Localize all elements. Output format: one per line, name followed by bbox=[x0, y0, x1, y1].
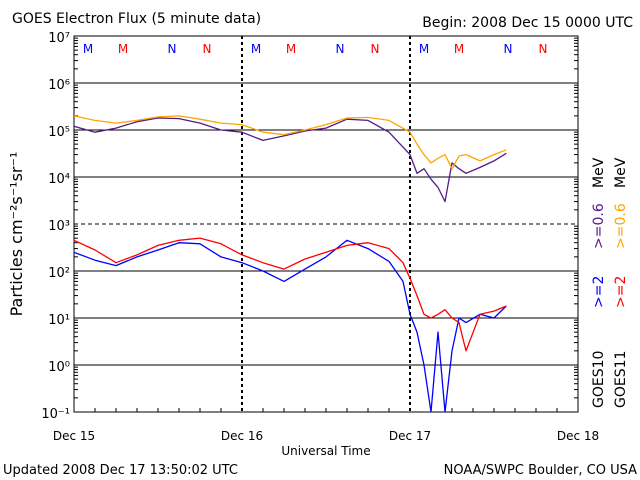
updated-time: Updated 2008 Dec 17 13:50:02 UTC bbox=[3, 463, 238, 478]
legend: GOES10 >=2 >=0.6 MeV GOES11 >=2 >=0.6 MeV bbox=[591, 157, 629, 408]
x-tick-label: Dec 15 bbox=[53, 429, 95, 443]
legend-entry-label: >=0.6 bbox=[613, 203, 629, 249]
series-line bbox=[73, 239, 507, 413]
x-tick-label: Dec 16 bbox=[221, 429, 263, 443]
chart-title: GOES Electron Flux (5 minute data) bbox=[12, 11, 261, 27]
time-marker: N bbox=[504, 42, 513, 56]
x-tick-label: Dec 17 bbox=[389, 429, 431, 443]
legend-entry-label: >=2 bbox=[591, 276, 607, 308]
y-tick-label: 10⁴ bbox=[48, 172, 70, 187]
y-tick-label: 10² bbox=[48, 266, 70, 281]
time-marker: M bbox=[118, 42, 128, 56]
series-lines bbox=[73, 115, 507, 413]
y-axis-label: Particles cm⁻²s⁻¹sr⁻¹ bbox=[7, 152, 26, 317]
y-tick-label: 10³ bbox=[48, 219, 70, 234]
time-marker: N bbox=[539, 42, 548, 56]
time-marker: M bbox=[286, 42, 296, 56]
source-credit: NOAA/SWPC Boulder, CO USA bbox=[444, 463, 637, 478]
begin-time: Begin: 2008 Dec 15 0000 UTC bbox=[422, 15, 633, 31]
x-axis-ticks: Dec 15 Dec 16 Dec 17 Dec 18 bbox=[53, 408, 599, 443]
y-tick-label: 10⁵ bbox=[48, 125, 70, 140]
time-marker: N bbox=[371, 42, 380, 56]
y-tick-label: 10⁻¹ bbox=[41, 407, 70, 422]
legend-satellite-label: GOES11 bbox=[613, 351, 629, 408]
legend-unit-label: MeV bbox=[591, 157, 607, 188]
time-marker: M bbox=[251, 42, 261, 56]
y-axis-ticks: 10⁻¹ 10⁰ 10¹ 10² 10³ 10⁴ 10⁵ 10⁶ 10⁷ bbox=[41, 31, 578, 422]
time-marker: N bbox=[168, 42, 177, 56]
time-marker: M bbox=[454, 42, 464, 56]
y-tick-label: 10⁶ bbox=[48, 78, 70, 93]
time-marker: N bbox=[203, 42, 212, 56]
legend-entry-label: >=0.6 bbox=[591, 203, 607, 249]
grid-lines bbox=[74, 82, 578, 366]
y-tick-label: 10⁰ bbox=[48, 360, 70, 375]
legend-entry-label: >=2 bbox=[613, 276, 629, 308]
legend-satellite-label: GOES10 bbox=[591, 351, 607, 408]
x-tick-label: Dec 18 bbox=[557, 429, 599, 443]
series-line bbox=[73, 117, 507, 203]
x-axis-label: Universal Time bbox=[281, 444, 370, 458]
time-marker: N bbox=[336, 42, 345, 56]
y-tick-label: 10¹ bbox=[48, 313, 70, 328]
time-marker: M bbox=[419, 42, 429, 56]
time-marker: M bbox=[83, 42, 93, 56]
series-line bbox=[73, 237, 507, 352]
legend-unit-label: MeV bbox=[613, 157, 629, 188]
series-line bbox=[73, 115, 507, 170]
y-tick-label: 10⁷ bbox=[48, 31, 70, 46]
day-boundary-lines bbox=[241, 36, 411, 412]
